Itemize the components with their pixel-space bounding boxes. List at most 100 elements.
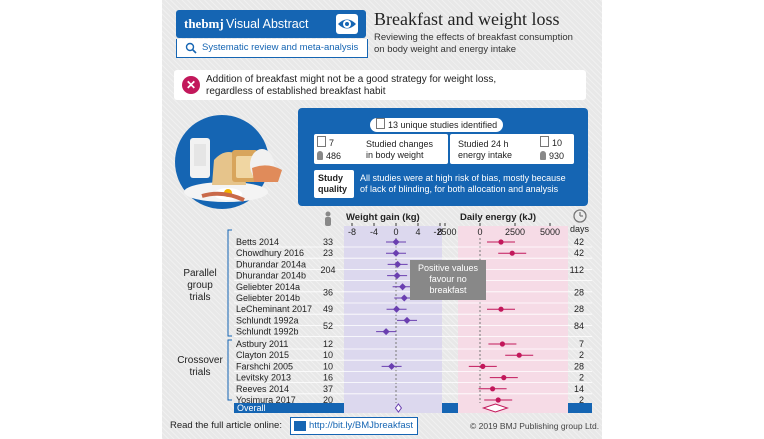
parallel-label-2: group <box>187 280 213 291</box>
group-participants: 52 <box>323 321 333 331</box>
key-message: ✕ Addition of breakfast might not be a g… <box>174 70 586 100</box>
article-link[interactable]: http://bit.ly/BMJbreakfast <box>290 417 419 435</box>
energy-point <box>499 341 505 347</box>
forest-plot: Weight gain (kg) Daily energy (kJ) days … <box>177 209 592 413</box>
weight-point <box>399 283 407 291</box>
weight-point <box>382 328 390 336</box>
quality-text: All studies were at high risk of bias, m… <box>360 173 566 195</box>
note-box <box>410 260 486 300</box>
energy-point <box>495 397 501 403</box>
study-name: Astbury 2011 <box>236 339 288 349</box>
study-days: 28 <box>574 361 584 371</box>
group-participants: 204 <box>320 265 335 275</box>
overall-label: Overall <box>237 403 266 413</box>
participants: 37 <box>323 384 333 394</box>
study-days: 2 <box>579 350 584 360</box>
page-subtitle: Reviewing the effects of breakfast consu… <box>374 32 594 55</box>
energy-panel-bg <box>458 226 568 406</box>
weight-tick-label: 8 <box>437 227 442 237</box>
weight-point <box>393 272 401 280</box>
study-name: Clayton 2015 <box>236 350 289 360</box>
quality-text-line-2: of lack of blinding, for both allocation… <box>360 184 559 194</box>
quality-heading-line-1: Study <box>318 173 344 183</box>
overall-energy-bg <box>458 403 568 413</box>
energy-label-line-1: Studied 24 h <box>458 139 509 149</box>
participants: 49 <box>323 304 333 314</box>
study-name: Dhurandar 2014b <box>236 271 306 281</box>
energy-tick-label: 5000 <box>540 227 560 237</box>
weight-label-line-2: in body weight <box>366 150 424 160</box>
study-days: 42 <box>574 237 584 247</box>
brand-label: Visual Abstract <box>226 17 309 31</box>
document-icon <box>376 118 385 129</box>
parallel-label-3: trials <box>189 292 210 303</box>
weight-tick-label: 0 <box>393 227 398 237</box>
weight-header: Weight gain (kg) <box>346 212 420 223</box>
energy-point <box>509 250 515 256</box>
energy-point <box>490 386 496 392</box>
read-more: Read the full article online: <box>170 420 282 431</box>
clock-icon <box>573 209 587 223</box>
weight-tick-label: 4 <box>415 227 420 237</box>
days-header: days <box>570 224 590 234</box>
weight-point <box>400 294 408 302</box>
overall-energy-diamond <box>481 403 509 413</box>
energy-point <box>501 375 507 381</box>
study-name: Schlundt 1992b <box>236 327 299 337</box>
weight-label: Studied changes in body weight <box>366 139 433 161</box>
group-days: 112 <box>570 265 584 275</box>
eye-icon <box>336 14 358 34</box>
study-name: Betts 2014 <box>236 237 279 247</box>
quality-heading-line-2: quality <box>318 184 348 194</box>
weight-tick-label: -8 <box>348 227 356 237</box>
person-icon <box>540 151 546 160</box>
study-name: Farshchi 2005 <box>236 361 293 371</box>
study-name: Levitsky 2013 <box>236 373 291 383</box>
study-days: 42 <box>574 248 584 258</box>
crossover-label-2: trials <box>189 367 210 378</box>
study-days: 2 <box>579 395 584 405</box>
study-type: Systematic review and meta-analysis <box>202 42 359 53</box>
overall-weight-diamond <box>394 403 403 413</box>
overall-estimates <box>394 403 509 413</box>
unique-studies-pill: 13 unique studies identified <box>370 118 504 132</box>
weight-point <box>388 362 396 370</box>
crossover-bracket <box>227 339 232 401</box>
bmj-logo: thebmj <box>184 16 224 31</box>
link-icon <box>294 421 306 431</box>
energy-point <box>498 239 504 245</box>
studies-panel: 13 unique studies identified 7 486 Studi… <box>298 108 588 206</box>
energy-label-line-2: energy intake <box>458 150 513 160</box>
study-name: Yosimura 2017 <box>236 395 296 405</box>
weight-point <box>394 260 402 268</box>
article-link-text[interactable]: http://bit.ly/BMJbreakfast <box>309 420 414 431</box>
energy-label: Studied 24 h energy intake <box>458 139 512 161</box>
breakfast-illustration <box>175 115 282 209</box>
note-line-1: Positive values <box>418 263 479 273</box>
study-name: Geliebter 2014b <box>236 293 300 303</box>
weight-point <box>403 316 411 324</box>
group-days: 28 <box>574 287 584 297</box>
weight-label-line-1: Studied changes <box>366 139 434 149</box>
copyright: © 2019 BMJ Publishing group Ltd. <box>470 421 600 431</box>
study-name: Geliebter 2014a <box>236 282 300 292</box>
weight-tick-label: -4 <box>370 227 378 237</box>
participants: 16 <box>323 373 333 383</box>
study-days: 14 <box>574 384 584 394</box>
participants: 33 <box>323 237 333 247</box>
quality-heading: Study quality <box>314 170 354 198</box>
subtitle-line-2: on body weight and energy intake <box>374 43 517 55</box>
weight-participants-chip: 486 <box>317 151 341 161</box>
forest-rows: Betts 2014 33 42 Chowdhury 2016 23 42 Dhuranda… <box>234 237 592 406</box>
key-message-text: Addition of breakfast might not be a goo… <box>206 74 496 98</box>
study-name: Reeves 2014 <box>236 384 289 394</box>
participants: 10 <box>323 361 333 371</box>
energy-tick-label: 2500 <box>505 227 525 237</box>
subtitle-line-1: Reviewing the effects of breakfast consu… <box>374 32 573 43</box>
weight-study-count-chip: 7 <box>317 136 334 148</box>
note-line-2: favour no <box>429 274 467 284</box>
unique-studies: 13 unique studies identified <box>388 120 498 130</box>
key-message-line-2: regardless of established breakfast habi… <box>206 86 386 97</box>
study-name: Schlundt 1992a <box>236 315 299 325</box>
weight-study-count: 7 <box>329 138 335 148</box>
